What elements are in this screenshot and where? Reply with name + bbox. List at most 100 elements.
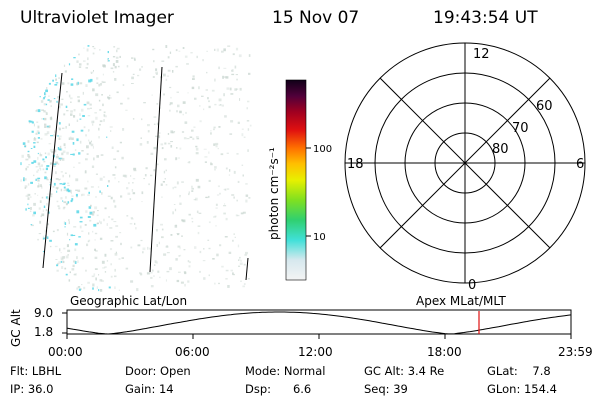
image-pixel xyxy=(55,178,59,180)
image-pixel xyxy=(37,156,39,160)
image-pixel xyxy=(41,109,44,111)
image-pixel xyxy=(63,201,67,204)
image-pixel xyxy=(216,48,219,52)
image-pixel xyxy=(42,235,44,238)
image-pixel xyxy=(41,185,43,189)
image-pixel xyxy=(166,252,170,254)
image-pixel xyxy=(156,229,158,232)
image-pixel xyxy=(210,130,212,132)
image-pixel xyxy=(85,210,88,213)
image-pixel xyxy=(40,215,42,218)
image-pixel xyxy=(79,140,82,144)
image-pixel xyxy=(227,45,231,47)
image-pixel xyxy=(73,57,76,59)
image-pixel xyxy=(43,110,46,113)
image-pixel xyxy=(85,84,88,87)
image-pixel xyxy=(147,246,149,250)
image-pixel xyxy=(190,52,193,54)
image-pixel xyxy=(184,121,188,124)
image-pixel xyxy=(99,120,103,123)
image-pixel xyxy=(156,244,158,247)
image-pixel xyxy=(126,187,129,190)
image-pixel xyxy=(49,181,51,183)
image-pixel xyxy=(91,72,93,74)
image-pixel xyxy=(235,47,239,51)
image-pixel xyxy=(64,222,67,225)
image-pixel xyxy=(58,122,61,125)
image-pixel xyxy=(92,230,94,233)
image-pixel xyxy=(44,123,47,126)
image-pixel xyxy=(158,135,161,138)
image-pixel xyxy=(191,86,195,90)
image-pixel xyxy=(34,137,36,140)
image-pixel xyxy=(242,285,245,288)
image-pixel xyxy=(202,260,206,262)
image-pixel xyxy=(38,207,41,210)
image-pixel xyxy=(165,245,169,248)
image-pixel xyxy=(239,98,241,101)
image-pixel xyxy=(70,153,73,155)
image-pixel xyxy=(208,100,210,103)
image-pixel xyxy=(174,186,177,189)
image-pixel xyxy=(99,279,103,282)
image-pixel xyxy=(118,258,121,260)
image-pixel xyxy=(27,150,30,153)
image-pixel xyxy=(99,237,103,240)
image-pixel xyxy=(41,118,43,120)
image-pixel xyxy=(181,131,185,133)
image-pixel xyxy=(139,143,143,146)
image-pixel xyxy=(66,151,69,155)
image-pixel xyxy=(86,62,89,66)
image-pixel xyxy=(74,248,77,252)
image-pixel xyxy=(36,170,39,173)
image-pixel xyxy=(164,178,166,180)
image-pixel xyxy=(86,243,89,247)
image-pixel xyxy=(223,205,227,207)
image-pixel xyxy=(119,232,122,234)
image-pixel xyxy=(181,235,183,237)
image-pixel xyxy=(102,81,106,83)
image-pixel xyxy=(58,148,62,151)
image-pixel xyxy=(55,74,57,78)
image-pixel xyxy=(25,158,29,161)
filter-info: Flt: LBHL xyxy=(10,364,62,378)
image-pixel xyxy=(174,224,178,228)
image-pixel xyxy=(224,203,226,205)
image-pixel xyxy=(225,269,229,272)
image-pixel xyxy=(59,145,62,149)
image-pixel xyxy=(53,98,56,100)
image-pixel xyxy=(89,211,93,215)
image-pixel xyxy=(137,244,141,247)
image-pixel xyxy=(246,120,250,122)
image-pixel xyxy=(104,115,107,118)
image-pixel xyxy=(155,68,158,71)
image-pixel xyxy=(55,82,59,84)
image-pixel xyxy=(70,189,72,193)
image-pixel xyxy=(158,241,160,245)
image-pixel xyxy=(47,211,50,214)
image-pixel xyxy=(76,119,79,122)
image-pixel xyxy=(89,141,92,145)
image-pixel xyxy=(78,162,81,164)
image-pixel xyxy=(59,135,62,138)
image-pixel xyxy=(76,210,80,214)
image-pixel xyxy=(196,55,198,59)
image-pixel xyxy=(100,154,104,156)
image-pixel xyxy=(179,194,181,198)
image-pixel xyxy=(90,71,94,74)
image-pixel xyxy=(206,50,208,52)
image-pixel xyxy=(189,136,193,138)
image-pixel xyxy=(178,50,181,52)
image-pixel xyxy=(172,70,174,73)
image-pixel xyxy=(192,137,195,140)
image-pixel xyxy=(176,91,179,93)
image-pixel xyxy=(40,137,43,140)
image-pixel xyxy=(167,56,170,59)
image-pixel xyxy=(66,188,69,192)
image-pixel xyxy=(118,289,120,291)
image-pixel xyxy=(56,269,59,272)
image-pixel xyxy=(120,195,123,198)
image-pixel xyxy=(220,104,222,106)
image-pixel xyxy=(132,192,136,195)
image-pixel xyxy=(76,84,79,86)
